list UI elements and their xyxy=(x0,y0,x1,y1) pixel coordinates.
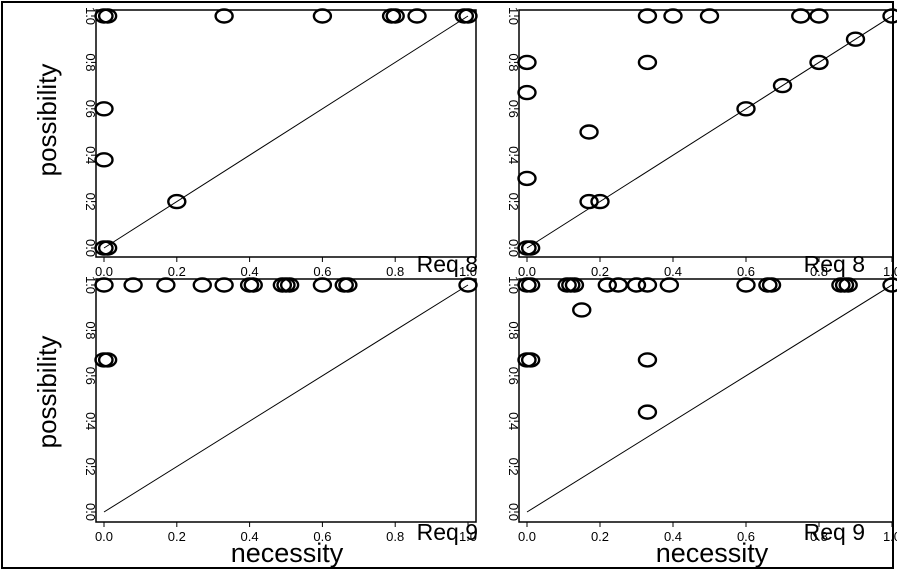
data-point xyxy=(216,279,233,292)
data-point xyxy=(573,303,590,316)
y-tick-label: 0.8 xyxy=(506,321,521,339)
x-tick-label: 0.4 xyxy=(241,264,259,279)
data-point xyxy=(792,10,809,23)
x-tick-label: 0.6 xyxy=(737,264,755,279)
panel-annotation: Req 8 xyxy=(804,251,865,277)
y-tick-label: 0.4 xyxy=(506,412,521,430)
data-point xyxy=(738,279,755,292)
data-point xyxy=(194,279,211,292)
y-axis-label-bottom: possibility xyxy=(32,336,62,449)
y-tick-label: 0.2 xyxy=(506,458,521,476)
data-point xyxy=(314,10,331,23)
x-tick-label: 0.4 xyxy=(664,529,682,544)
data-point xyxy=(701,10,718,23)
data-point xyxy=(519,172,536,185)
panel-annotation: Req 9 xyxy=(804,519,865,545)
y-tick-label: 0.6 xyxy=(506,100,521,118)
panel-bottom-right: 0.00.20.40.60.81.00.00.20.40.60.81.0Req … xyxy=(506,276,897,545)
x-tick-label: 0.4 xyxy=(241,529,259,544)
data-point xyxy=(409,10,426,23)
y-tick-label: 0.2 xyxy=(83,458,98,476)
data-point xyxy=(639,10,656,23)
x-tick-label: 0.0 xyxy=(95,529,113,544)
x-tick-label: 1.0 xyxy=(883,529,897,544)
y-tick-label: 0.6 xyxy=(506,367,521,385)
data-point xyxy=(581,126,598,139)
reference-line xyxy=(104,285,468,512)
y-tick-label: 0.0 xyxy=(506,503,521,521)
x-tick-label: 0.2 xyxy=(591,529,609,544)
data-point xyxy=(519,86,536,99)
y-tick-label: 0.4 xyxy=(506,146,521,164)
panel-annotation: Req 9 xyxy=(417,519,478,545)
x-tick-label: 0.4 xyxy=(664,264,682,279)
x-tick-label: 0.8 xyxy=(386,264,404,279)
data-point xyxy=(811,10,828,23)
data-point xyxy=(639,56,656,69)
data-point xyxy=(884,279,897,292)
plot-box xyxy=(519,10,893,257)
data-point xyxy=(610,279,627,292)
x-tick-label: 0.6 xyxy=(313,529,331,544)
x-tick-label: 0.2 xyxy=(168,264,186,279)
y-tick-label: 0.0 xyxy=(83,503,98,521)
y-tick-label: 1.0 xyxy=(506,7,521,25)
data-point xyxy=(125,279,142,292)
reference-line xyxy=(104,16,468,248)
x-tick-label: 0.8 xyxy=(386,529,404,544)
data-point xyxy=(639,279,656,292)
reference-line xyxy=(527,285,892,512)
y-axis-label-top: possibility xyxy=(32,64,62,177)
data-point xyxy=(639,406,656,419)
data-point xyxy=(884,10,897,23)
x-tick-label: 0.6 xyxy=(737,529,755,544)
data-point xyxy=(157,279,174,292)
data-point xyxy=(639,353,656,366)
data-point xyxy=(314,279,331,292)
data-point xyxy=(216,10,233,23)
x-tick-label: 0.2 xyxy=(168,529,186,544)
y-tick-label: 0.2 xyxy=(506,193,521,211)
y-tick-label: 0.6 xyxy=(83,367,98,385)
data-point xyxy=(661,279,678,292)
x-tick-label: 0.0 xyxy=(518,529,536,544)
x-tick-label: 0.6 xyxy=(313,264,331,279)
panel-annotation: Req 8 xyxy=(417,251,478,277)
y-tick-label: 0.2 xyxy=(83,193,98,211)
panel-top-right: 0.00.20.40.60.81.00.00.20.40.60.81.0Req … xyxy=(506,7,897,279)
y-tick-label: 0.8 xyxy=(83,321,98,339)
y-tick-label: 0.8 xyxy=(83,53,98,71)
x-tick-label: 1.0 xyxy=(883,264,897,279)
data-point xyxy=(665,10,682,23)
y-tick-label: 0.4 xyxy=(83,412,98,430)
x-tick-label: 0.2 xyxy=(591,264,609,279)
